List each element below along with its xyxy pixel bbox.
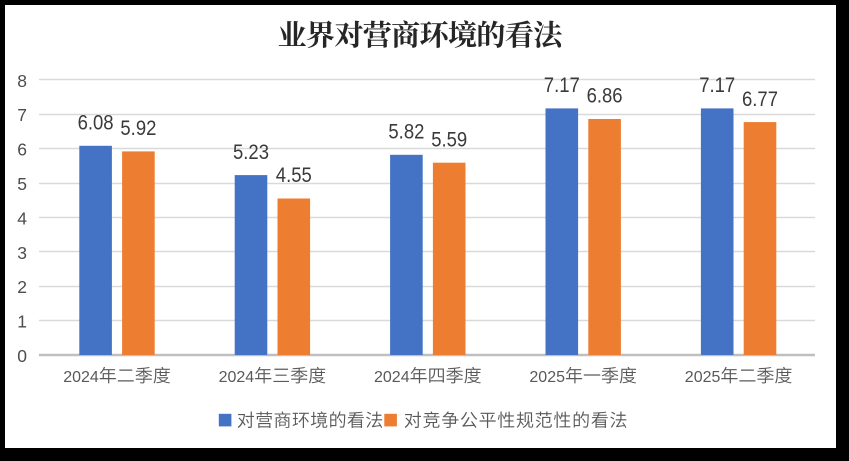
svg-text:2024: 2024 — [219, 369, 255, 386]
svg-text:8: 8 — [17, 71, 27, 91]
svg-text:7.17: 7.17 — [699, 74, 735, 97]
svg-text:5: 5 — [17, 174, 27, 194]
svg-text:6.08: 6.08 — [78, 112, 114, 135]
svg-text:1: 1 — [17, 312, 27, 332]
svg-text:5.82: 5.82 — [388, 121, 424, 144]
svg-text:2024: 2024 — [63, 369, 99, 386]
svg-text:0: 0 — [17, 346, 27, 366]
svg-text:2024: 2024 — [374, 369, 410, 386]
svg-text:6.77: 6.77 — [742, 88, 778, 111]
svg-text:2025: 2025 — [529, 369, 565, 386]
svg-text:5.23: 5.23 — [233, 141, 269, 164]
svg-text:2: 2 — [17, 277, 27, 297]
svg-text:6: 6 — [17, 140, 27, 160]
svg-text:2025: 2025 — [685, 369, 721, 386]
svg-text:7: 7 — [17, 105, 27, 125]
svg-text:4.55: 4.55 — [276, 164, 312, 187]
svg-text:4: 4 — [17, 208, 27, 228]
svg-text:5.59: 5.59 — [431, 128, 467, 151]
svg-text:3: 3 — [17, 243, 27, 263]
svg-text:6.86: 6.86 — [587, 85, 623, 108]
svg-text:7.17: 7.17 — [544, 74, 580, 97]
svg-text:5.92: 5.92 — [120, 117, 156, 140]
